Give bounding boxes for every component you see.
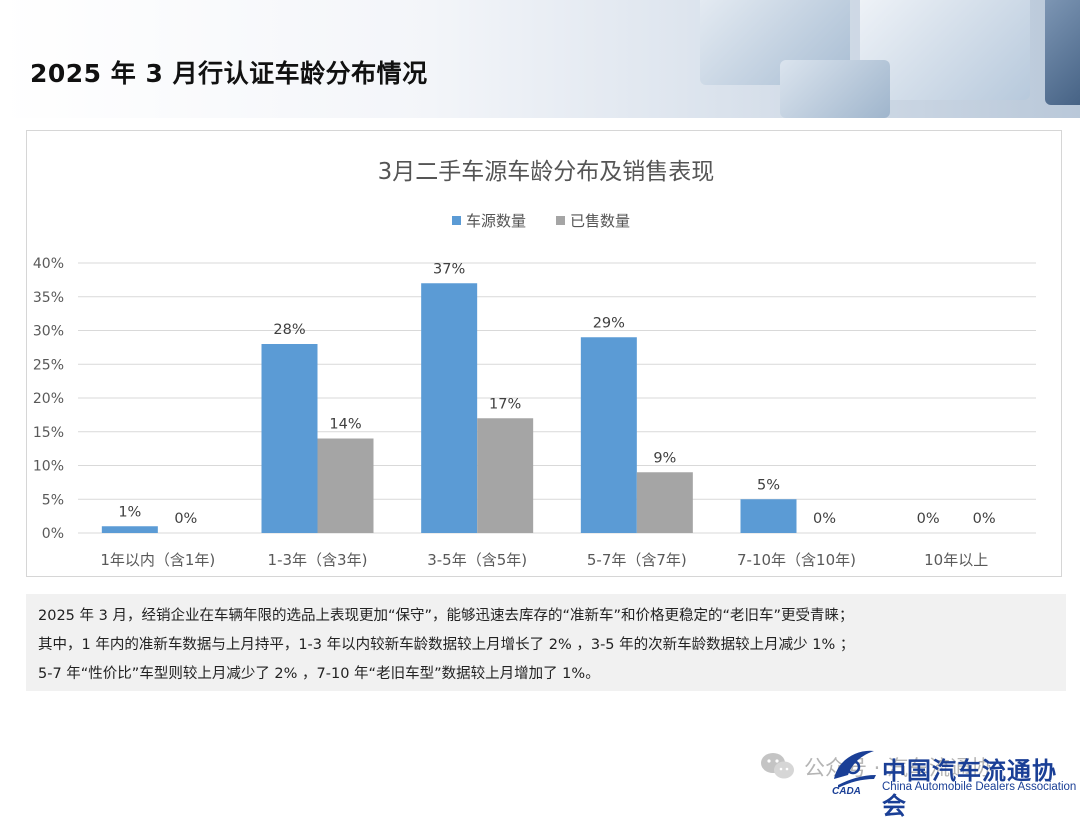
data-label: 9% [653,450,676,466]
x-tick-label: 5-7年（含7年) [587,551,687,569]
legend-swatch [452,216,461,225]
y-tick-label: 0% [42,526,64,542]
org-abbreviation: CADA [832,786,861,797]
bar [261,344,318,533]
bar-chart: 0% 5% 10% 15% 20% 25% 30% 35% 40% 1% 0% 1年以内（含1年) 28… [33,256,1036,569]
description-box: 2025 年 3 月，经销企业在车辆年限的选品上表现更加“保守”，能够迅速去库存… [26,594,1066,691]
data-label: 0% [917,511,940,527]
data-label: 37% [433,261,465,277]
footer-logo: 公众号 · 汽车流通协 CADA 中国汽车流通协会 China Automobi… [760,745,1080,820]
data-label: 29% [593,315,625,331]
legend-item-series-2: 已售数量 [556,210,630,231]
chart-title: 3月二手车源车龄分布及销售表现 [377,159,715,185]
bar [740,499,797,533]
bar [101,526,158,533]
wechat-icon [761,753,794,779]
bar [317,438,374,533]
y-tick-label: 40% [33,256,64,272]
y-tick-label: 15% [33,425,64,441]
y-tick-label: 5% [42,492,64,508]
y-tick-label: 25% [33,357,64,373]
data-label: 28% [273,322,305,338]
legend-item-series-1: 车源数量 [452,210,526,231]
bar [477,418,534,533]
page-title: 2025 年 3 月行认证车龄分布情况 [30,59,428,88]
data-label: 0% [813,511,836,527]
x-tick-label: 3-5年（含5年) [427,551,527,569]
legend-swatch [556,216,566,225]
y-tick-label: 20% [33,391,64,407]
y-tick-label: 10% [33,459,64,475]
y-tick-label: 35% [33,290,64,306]
org-name-en: China Automobile Dealers Association [882,781,1077,793]
header-banner [0,0,1080,118]
data-label: 1% [118,504,141,520]
description-line: 5-7 年“性价比”车型则较上月减少了 2% ，7-10 年“老旧车型”数据较上… [38,666,600,682]
chart-frame [26,130,1062,577]
y-tick-label: 30% [33,324,64,340]
legend-label: 已售数量 [570,212,631,230]
decorative-cube [780,60,890,118]
data-label: 17% [489,396,521,412]
bar [636,472,693,533]
data-label: 0% [174,511,197,527]
data-label: 14% [329,417,361,433]
x-tick-label: 10年以上 [924,551,988,569]
org-name-cn: 中国汽车流通协会 [882,756,1057,820]
decorative-cube [1045,0,1080,105]
data-label: 0% [973,511,996,527]
bar [421,283,478,533]
cada-logo-icon [834,750,876,788]
bar [580,337,637,533]
x-tick-label: 7-10年（含10年) [737,551,856,569]
x-tick-label: 1年以内（含1年) [100,551,215,569]
data-label: 5% [757,477,780,493]
legend-label: 车源数量 [466,212,527,230]
description-line: 其中，1 年内的准新车数据与上月持平，1-3 年以内较新车龄数据较上月增长了 2… [38,637,855,653]
x-tick-label: 1-3年（含3年) [268,551,368,569]
description-line: 2025 年 3 月，经销企业在车辆年限的选品上表现更加“保守”，能够迅速去库存… [38,608,854,624]
chart-legend: 车源数量 已售数量 [452,210,630,231]
